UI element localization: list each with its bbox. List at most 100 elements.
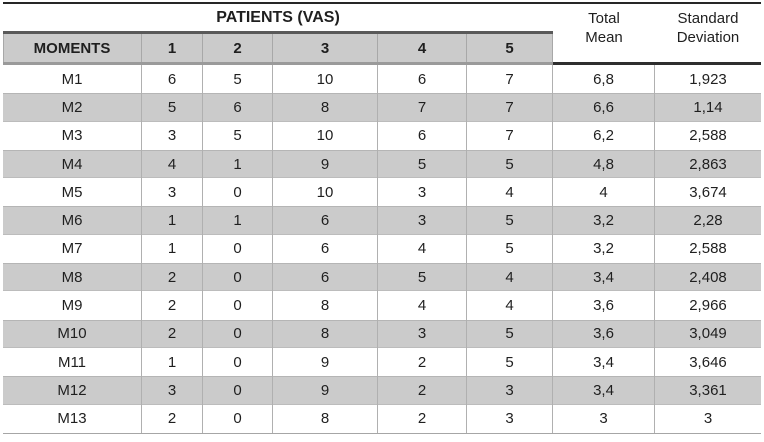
moment-cell: M11 [3, 347, 142, 377]
moment-cell: M5 [3, 178, 142, 207]
moment-cell: M2 [3, 93, 142, 122]
value-cell: 1 [203, 149, 273, 179]
value-cell: 2,408 [689, 268, 727, 286]
value-cell: 6,2 [553, 121, 655, 150]
value-cell: 3,6 [553, 319, 655, 348]
value-cell: 3,6 [553, 291, 655, 320]
value-cell: 2,28 [693, 212, 723, 230]
value-cell: 5 [203, 65, 273, 94]
table-row: M2 5 6 8 7 7 6,6 1,14 [3, 93, 761, 122]
table-row: M5 3 0 10 3 4 4 3,674 [3, 178, 761, 207]
value-cell: 3 [142, 178, 203, 207]
column-header-patient-4: 4 [378, 34, 467, 62]
value-cell: 6 [378, 121, 467, 150]
value-cell: 2 [142, 291, 203, 320]
value-cell: 1 [142, 206, 203, 235]
value-cell: 5 [142, 93, 203, 122]
value-cell: 10 [273, 121, 378, 150]
value-cell: 5 [378, 263, 467, 292]
value-cell: 3 [378, 206, 467, 235]
patients-vas-title: PATIENTS (VAS) [216, 8, 340, 26]
table-row: M12 3 0 9 2 3 3,4 3,361 [3, 376, 761, 405]
moment-cell: M1 [3, 65, 142, 94]
value-cell: 4,8 [553, 149, 655, 179]
moment-cell: M6 [3, 206, 142, 235]
value-cell: 6,8 [553, 65, 655, 94]
value-cell: 8 [273, 404, 378, 433]
value-cell: 5 [467, 149, 553, 179]
column-header-patient-2: 2 [203, 34, 273, 62]
value-cell: 6 [273, 206, 378, 235]
value-cell: 3 [378, 178, 467, 207]
value-cell: 1 [142, 234, 203, 264]
vas-results-table: PATIENTS (VAS) MOMENTS 1 2 3 4 5 Total M… [3, 2, 761, 434]
value-cell: 3,4 [553, 263, 655, 292]
moment-cell: M7 [3, 234, 142, 264]
value-cell: 7 [378, 93, 467, 122]
value-cell: 3 [467, 404, 553, 433]
title-divider-rule [3, 31, 553, 34]
value-cell: 2 [142, 404, 203, 433]
value-cell: 2 [142, 319, 203, 348]
value-cell: 6 [203, 93, 273, 122]
value-cell: 5 [467, 319, 553, 348]
value-cell: 4 [378, 291, 467, 320]
value-cell: 3 [142, 121, 203, 150]
value-cell: 3 [378, 319, 467, 348]
value-cell: 6 [378, 65, 467, 94]
table-row: M7 1 0 6 4 5 3,2 2,588 [3, 234, 761, 264]
value-cell: 3,674 [689, 183, 727, 201]
value-cell: 2,588 [689, 240, 727, 258]
total-mean-label: Total Mean [585, 10, 623, 46]
value-cell: 1,923 [689, 70, 727, 88]
table-header: PATIENTS (VAS) MOMENTS 1 2 3 4 5 Total M… [3, 4, 761, 65]
table-row: M11 1 0 9 2 5 3,4 3,646 [3, 347, 761, 377]
column-header-standard-deviation: Standard Deviation [655, 4, 761, 62]
value-cell: 6 [273, 263, 378, 292]
value-cell: 6 [273, 234, 378, 264]
table-body: M1 6 5 10 6 7 6,8 1,923 M2 5 6 8 7 7 6,6 1,14 M3 3 5 10 6 7 6,… [3, 65, 761, 433]
table-top-rule [3, 2, 761, 4]
value-cell: 7 [467, 121, 553, 150]
value-cell: 2,966 [689, 297, 727, 315]
value-cell: 2 [378, 376, 467, 405]
value-cell: 10 [273, 65, 378, 94]
moment-cell: M12 [3, 376, 142, 405]
value-cell: 4 [467, 263, 553, 292]
value-cell: 2 [142, 263, 203, 292]
moment-cell: M4 [3, 149, 142, 179]
moment-cell: M3 [3, 121, 142, 150]
value-cell: 0 [203, 376, 273, 405]
table-row: M9 2 0 8 4 4 3,6 2,966 [3, 291, 761, 320]
column-header-total-mean: Total Mean [553, 4, 655, 62]
value-cell: 1 [142, 347, 203, 377]
stats-header-group: Total Mean Standard Deviation [553, 4, 761, 65]
value-cell: 10 [273, 178, 378, 207]
table-row: M8 2 0 6 5 4 3,4 2,408 [3, 263, 761, 292]
value-cell: 7 [467, 65, 553, 94]
value-cell: 3 [703, 410, 713, 428]
moment-cell: M10 [3, 319, 142, 348]
value-cell: 9 [273, 149, 378, 179]
value-cell: 0 [203, 291, 273, 320]
value-cell: 3,049 [689, 325, 727, 343]
value-cell: 0 [203, 178, 273, 207]
value-cell: 2 [378, 404, 467, 433]
value-cell: 5 [467, 234, 553, 264]
column-header-patient-3: 3 [273, 34, 378, 62]
column-header-patient-5: 5 [467, 34, 553, 62]
standard-deviation-label: Standard Deviation [676, 10, 740, 46]
value-cell: 2 [378, 347, 467, 377]
table-bottom-rule [3, 432, 761, 434]
value-cell: 3,2 [553, 206, 655, 235]
patients-header-group: PATIENTS (VAS) MOMENTS 1 2 3 4 5 [3, 4, 553, 65]
value-cell: 1,14 [693, 98, 723, 116]
value-cell: 4 [378, 234, 467, 264]
value-cell: 5 [467, 206, 553, 235]
value-cell: 7 [467, 93, 553, 122]
value-cell: 8 [273, 319, 378, 348]
table-row: M3 3 5 10 6 7 6,2 2,588 [3, 121, 761, 150]
value-cell: 0 [203, 347, 273, 377]
value-cell: 2,588 [689, 127, 727, 145]
